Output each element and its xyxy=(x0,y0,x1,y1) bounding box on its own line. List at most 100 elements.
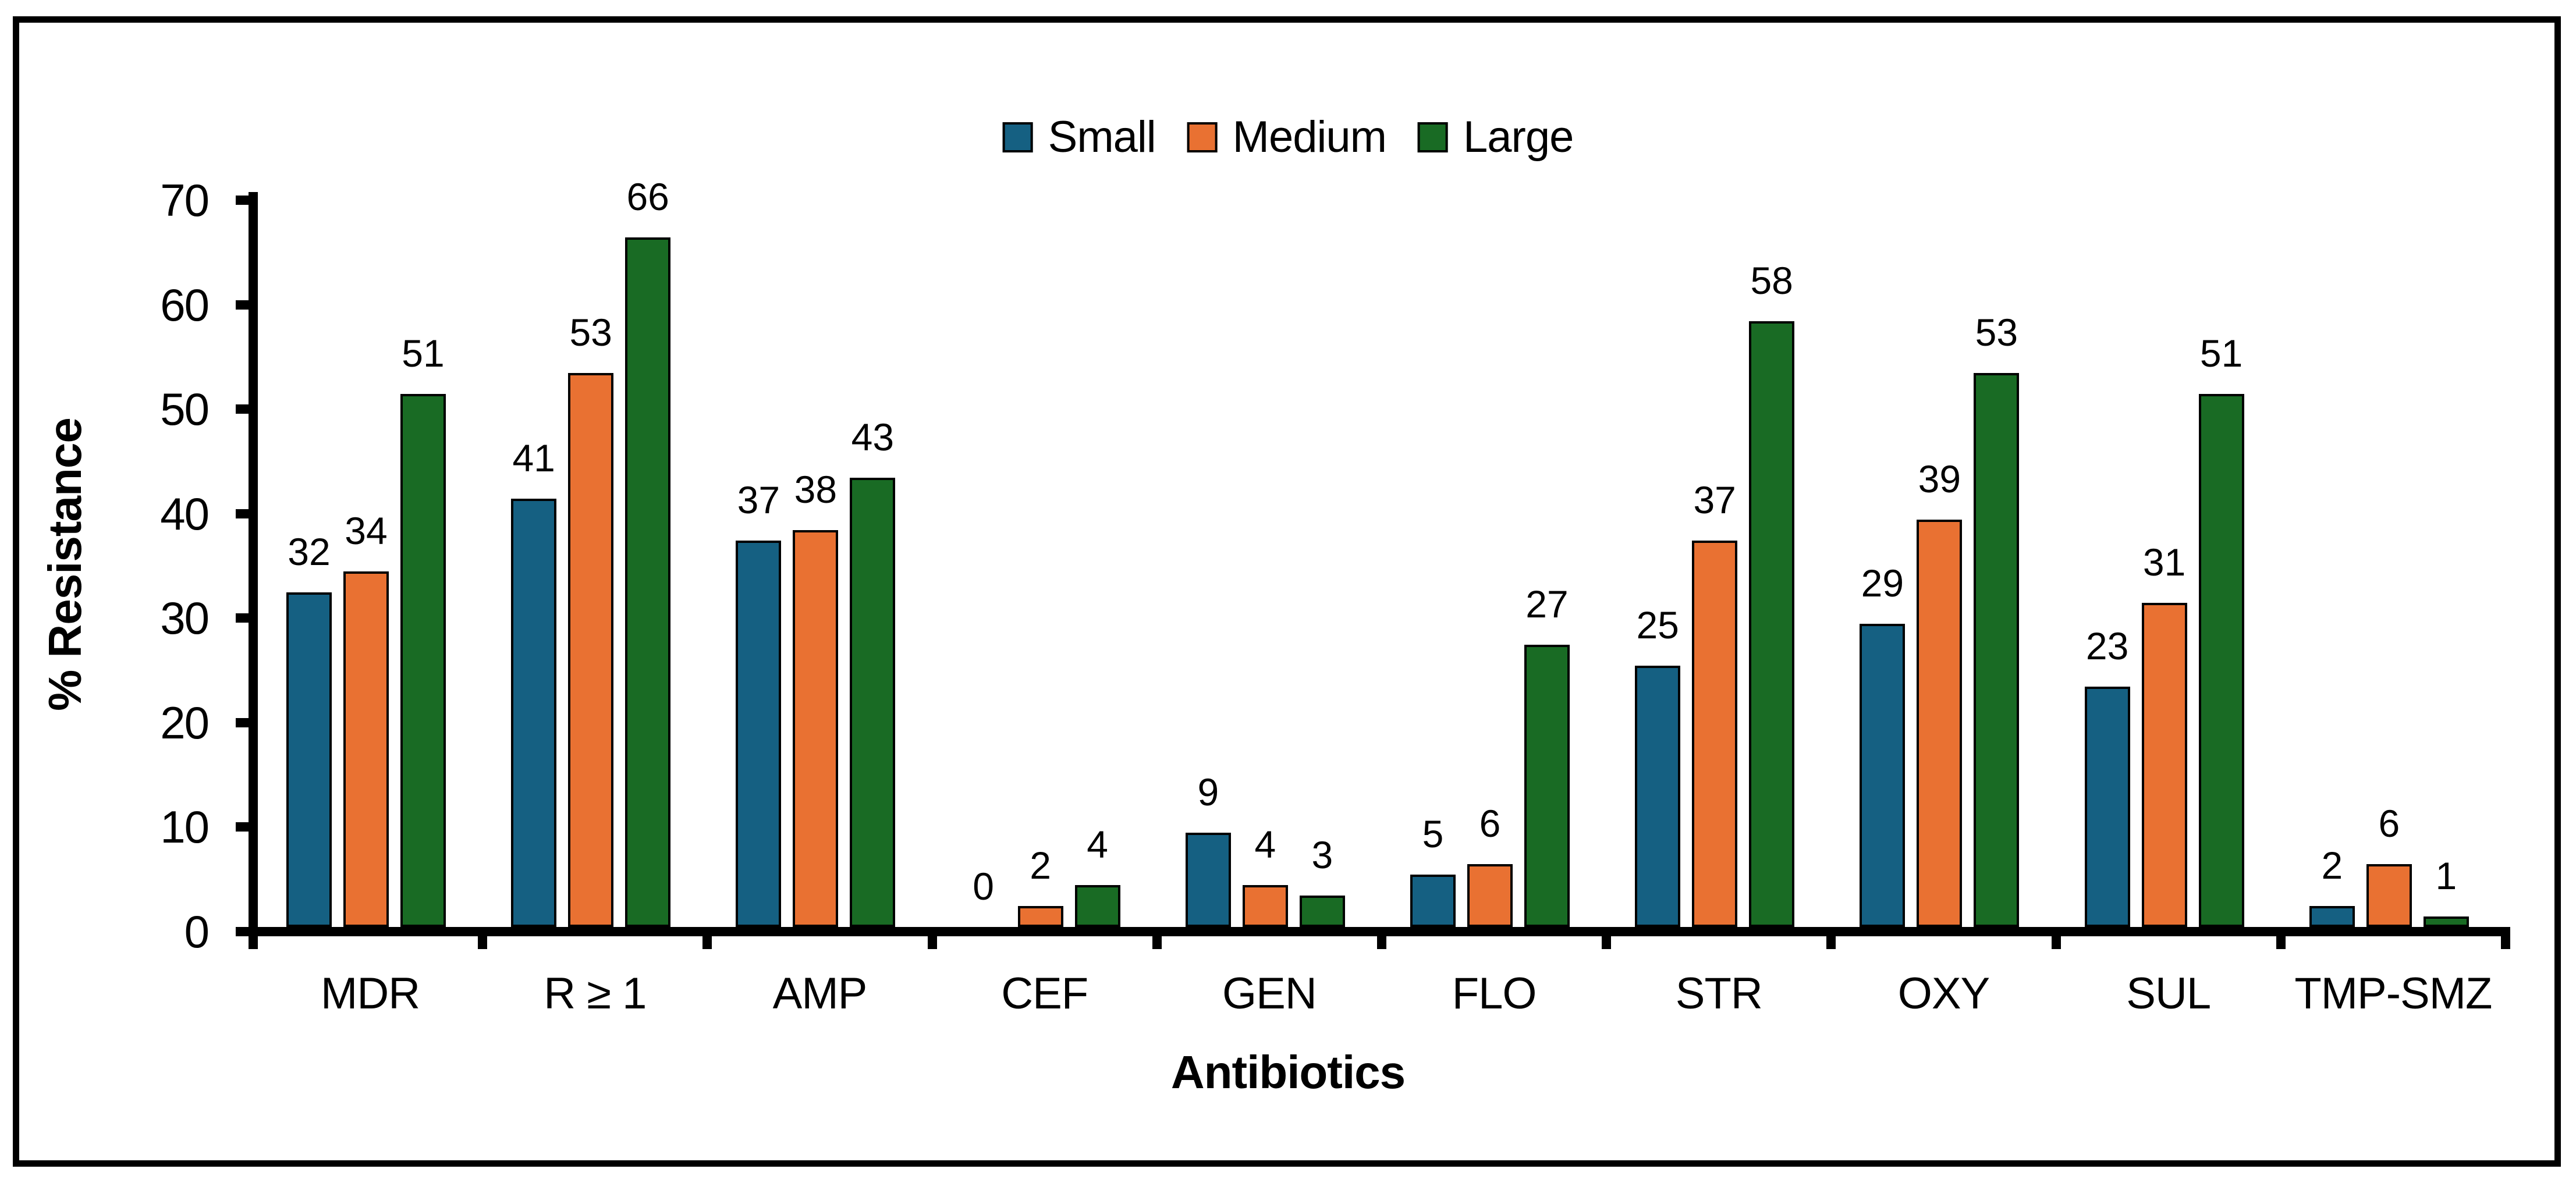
legend-item-large: Large xyxy=(1417,112,1574,162)
bar-small-6 xyxy=(1635,666,1681,927)
bar-value-label: 39 xyxy=(1918,457,1961,500)
legend-swatch-large xyxy=(1417,122,1448,152)
category-label: TMP-SMZ xyxy=(2294,969,2492,1018)
x-tick xyxy=(1377,927,1386,949)
bar-medium-5 xyxy=(1467,864,1513,927)
bar-value-label: 32 xyxy=(288,530,331,574)
bar-value-label: 9 xyxy=(1197,770,1219,814)
bar-value-label: 6 xyxy=(2378,802,2400,845)
category-label: OXY xyxy=(1897,969,1990,1018)
y-tick-label: 0 xyxy=(184,906,210,957)
y-tick xyxy=(236,509,258,518)
x-tick xyxy=(1152,927,1162,949)
bar-medium-8 xyxy=(2141,603,2187,927)
y-tick xyxy=(236,717,258,727)
bar-value-label: 34 xyxy=(345,509,388,553)
bar-value-label: 58 xyxy=(1750,258,1793,302)
y-tick-label: 50 xyxy=(160,383,210,435)
x-tick xyxy=(2501,927,2510,949)
bar-value-label: 5 xyxy=(1422,812,1444,856)
category-label: AMP xyxy=(772,969,868,1018)
bar-small-5 xyxy=(1410,875,1456,927)
x-tick xyxy=(2051,927,2061,949)
bar-value-label: 0 xyxy=(973,865,994,908)
bar-large-1 xyxy=(625,237,671,927)
y-axis-line xyxy=(249,192,258,936)
bar-value-label: 31 xyxy=(2142,541,2186,584)
y-axis-title: % Resistance xyxy=(39,418,91,711)
bar-value-label: 37 xyxy=(737,478,780,521)
legend-swatch-medium xyxy=(1187,122,1218,152)
bar-large-6 xyxy=(1749,321,1795,927)
bar-large-3 xyxy=(1074,885,1120,927)
bar-value-label: 38 xyxy=(794,467,838,511)
legend-item-medium: Medium xyxy=(1187,112,1387,162)
bar-small-8 xyxy=(2084,687,2130,927)
bar-medium-4 xyxy=(1242,885,1288,927)
bar-large-2 xyxy=(850,477,896,927)
bar-medium-6 xyxy=(1692,540,1738,927)
bar-small-1 xyxy=(511,498,557,927)
bar-value-label: 43 xyxy=(851,415,895,459)
category-label: GEN xyxy=(1222,969,1317,1018)
bar-large-7 xyxy=(1974,373,2020,927)
bar-large-4 xyxy=(1299,896,1345,927)
y-tick-label: 60 xyxy=(160,279,210,331)
bar-value-label: 53 xyxy=(1975,311,2018,354)
y-tick-label: 20 xyxy=(160,697,210,748)
bar-value-label: 25 xyxy=(1636,603,1679,647)
bar-value-label: 6 xyxy=(1479,802,1501,845)
bar-value-label: 66 xyxy=(626,175,669,218)
y-tick-label: 40 xyxy=(160,488,210,539)
bar-small-0 xyxy=(286,592,332,927)
bar-value-label: 4 xyxy=(1254,823,1276,866)
x-tick xyxy=(478,927,488,949)
category-label: STR xyxy=(1675,969,1763,1018)
bar-small-9 xyxy=(2309,906,2355,927)
bar-medium-1 xyxy=(568,373,614,927)
y-tick xyxy=(236,613,258,623)
y-tick xyxy=(236,822,258,832)
x-tick xyxy=(1826,927,1836,949)
category-label: CEF xyxy=(1001,969,1088,1018)
legend-swatch-small xyxy=(1002,122,1033,152)
bar-value-label: 23 xyxy=(2085,624,2129,667)
x-tick xyxy=(927,927,937,949)
bar-medium-9 xyxy=(2366,864,2412,927)
bar-value-label: 2 xyxy=(1030,844,1051,887)
legend-item-small: Small xyxy=(1002,112,1156,162)
legend-label: Small xyxy=(1048,112,1156,162)
bar-value-label: 3 xyxy=(1311,833,1333,877)
bar-value-label: 53 xyxy=(569,311,612,354)
bar-medium-3 xyxy=(1017,906,1063,927)
bar-small-7 xyxy=(1860,624,1906,927)
bar-value-label: 51 xyxy=(2199,332,2243,375)
bar-large-0 xyxy=(400,394,446,927)
x-axis-title: Antibiotics xyxy=(1170,1046,1406,1098)
bar-large-9 xyxy=(2423,916,2469,927)
y-tick xyxy=(236,404,258,414)
y-tick-label: 30 xyxy=(160,592,210,644)
category-label: MDR xyxy=(321,969,420,1018)
category-label: R ≥ 1 xyxy=(544,969,647,1018)
bar-value-label: 4 xyxy=(1087,823,1108,866)
y-tick xyxy=(236,196,258,205)
y-tick-label: 70 xyxy=(160,175,210,226)
bar-value-label: 1 xyxy=(2435,854,2457,898)
bar-small-4 xyxy=(1185,833,1231,927)
bar-value-label: 29 xyxy=(1861,562,1904,605)
bar-value-label: 51 xyxy=(402,332,445,375)
y-tick-label: 10 xyxy=(160,801,210,853)
legend-label: Medium xyxy=(1232,112,1387,162)
legend-label: Large xyxy=(1463,112,1574,162)
bar-value-label: 2 xyxy=(2321,844,2343,887)
x-tick xyxy=(2276,927,2286,949)
bar-medium-7 xyxy=(1917,519,1963,927)
x-tick xyxy=(249,927,258,949)
x-tick xyxy=(702,927,712,949)
bar-value-label: 27 xyxy=(1525,582,1569,626)
category-label: FLO xyxy=(1452,969,1537,1018)
category-label: SUL xyxy=(2126,969,2211,1018)
x-tick xyxy=(1602,927,1612,949)
